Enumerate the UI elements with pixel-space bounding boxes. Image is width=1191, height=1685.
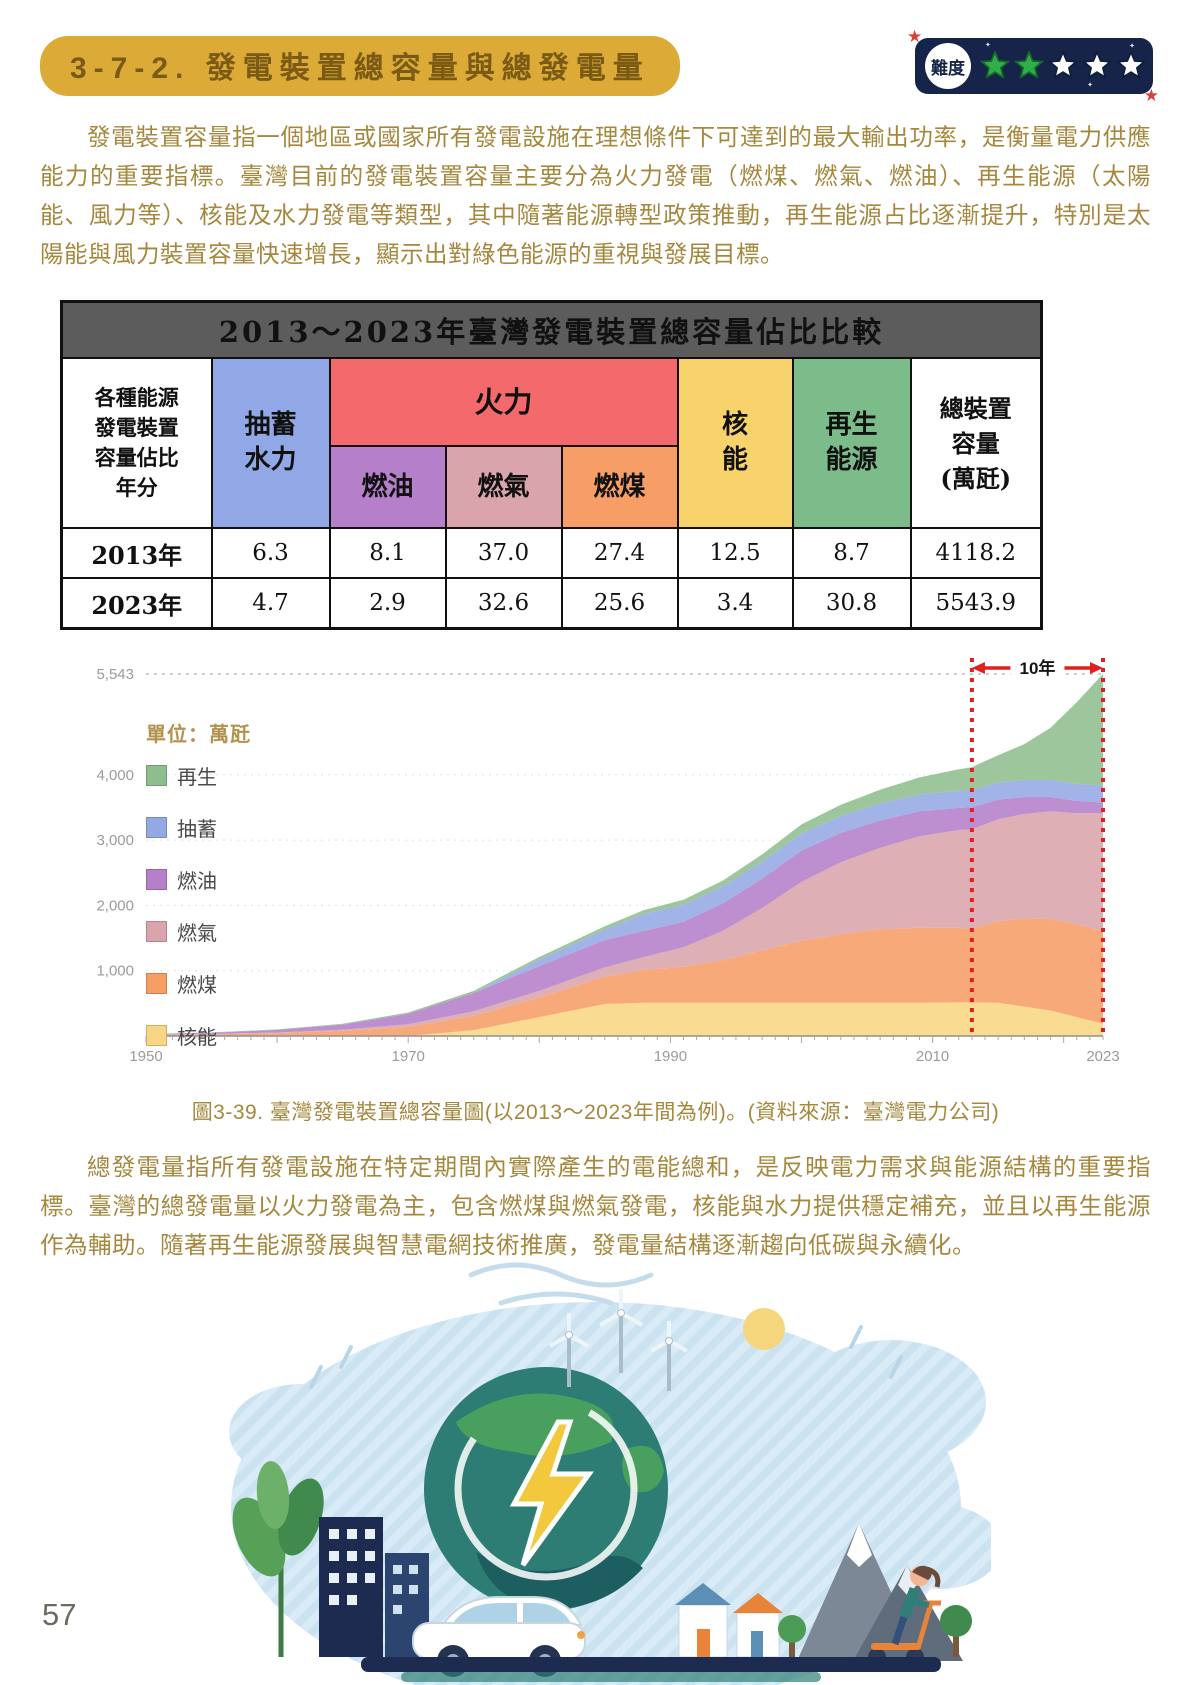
svg-text:1950: 1950 [129,1048,162,1065]
capacity-chart: 5,543 4,000 3,000 2,000 1,000 1950 1970 1990 201… [58,644,1133,1080]
star-empty-icon [1081,50,1113,80]
legend-item: 燃氣 [146,917,251,946]
figure-caption: 圖3-39. 臺灣發電裝置總容量圖(以2013～2023年間為例)。(資料來源：… [191,1101,1000,1124]
column-oil: 燃油 [328,445,447,529]
svg-text:1990: 1990 [654,1048,687,1065]
section-title: 3-7-2. 發電裝置總容量與總發電量 [40,36,680,96]
svg-text:4,000: 4,000 [96,767,134,784]
svg-text:5,543: 5,543 [96,666,134,683]
paragraph-capacity: 發電裝置容量指一個地區或國家所有發電設施在理想條件下可達到的最大輸出功率，是衡量… [40,124,1151,267]
legend-swatch-icon [146,869,167,890]
stacked-area-chart: 5,543 4,000 3,000 2,000 1,000 1950 1970 1990 201… [96,655,1120,1065]
table-corner-header: 各種能源 發電裝置 容量佔比 年分 [60,357,213,529]
svg-text:2,000: 2,000 [96,897,134,914]
legend-item: 抽蓄 [146,813,251,842]
illustration-svg [228,1262,1001,1685]
column-renewable: 再生 能源 [791,357,912,529]
legend-label: 燃油 [177,871,217,893]
difficulty-label: 難度 [925,43,971,89]
illustration-trees [777,1605,972,1659]
legend-item: 燃油 [146,865,251,894]
legend-item: 核能 [146,1021,251,1050]
table-cell-value: 4118.2 [909,527,1043,579]
table-cell-value: 6.3 [210,527,331,579]
illustration-wind-icon [468,1262,653,1306]
sparkle-icon: ✦ [1087,82,1093,89]
legend-swatch-icon [146,817,167,838]
page-header: 3-7-2. 發電裝置總容量與總發電量 ★ ★ ✦ ✦ ✦ 難度 [0,0,1191,104]
section-title-text: 3-7-2. 發電裝置總容量與總發電量 [70,52,650,85]
illustration-ground-accent [400,1672,821,1682]
column-thermal: 火力 [328,357,679,447]
star-decoration-icon: ★ [907,27,923,46]
illustration-houses [674,1583,783,1658]
star-filled-icon [1013,50,1045,80]
legend-label: 再生 [177,767,217,789]
legend-label: 燃煤 [177,975,217,997]
legend-swatch-icon [146,765,167,786]
star-empty-icon [1047,50,1079,80]
star-filled-icon [979,50,1011,80]
chart-legend: 單位：萬瓩 再生抽蓄燃油燃氣燃煤核能 [146,718,251,1073]
difficulty-badge: ★ ★ ✦ ✦ ✦ 難度 [907,28,1159,104]
table-cell-value: 5543.9 [909,577,1043,630]
illustration-buildings [318,1517,429,1657]
table-cell-value: 37.0 [444,527,563,579]
illustration-wind-turbines [548,1289,688,1391]
legend-swatch-icon [146,973,167,994]
star-decoration-icon: ★ [1143,86,1159,105]
legend-label: 燃氣 [177,923,217,945]
legend-swatch-icon [146,921,167,942]
footer-illustration [201,1217,1001,1685]
row-year-label: 2023年 [60,577,213,630]
svg-text:10年: 10年 [1019,658,1055,678]
legend-item: 燃煤 [146,969,251,998]
illustration-plant [232,1461,324,1657]
paragraph-generation: 總發電量指所有發電設施在特定期間內實際產生的電能總和，是反映電力需求與能源結構的… [40,1154,1151,1258]
column-nuclear: 核 能 [676,357,794,529]
svg-text:1970: 1970 [392,1048,425,1065]
table-cell-value: 27.4 [560,527,679,579]
table-cell-value: 3.4 [676,577,794,630]
svg-text:3,000: 3,000 [96,832,134,849]
illustration-car [411,1596,586,1677]
svg-text:2010: 2010 [916,1048,949,1065]
illustration-scooter-rider [867,1565,941,1666]
table-title: 2013～2023年臺灣發電裝置總容量佔比比較 [60,300,1043,359]
table-cell-value: 8.1 [328,527,447,579]
illustration-ground [360,1657,941,1672]
legend-label: 核能 [177,1027,217,1049]
table-row: 2023年 4.7 2.9 32.6 25.6 3.4 30.8 5543.9 [60,577,1043,630]
illustration-sun [742,1308,785,1350]
illustration-rain [308,1325,903,1389]
column-coal: 燃煤 [560,445,679,529]
column-gas: 燃氣 [444,445,563,529]
table-cell-value: 25.6 [560,577,679,630]
sparkle-icon: ✦ [1129,43,1135,50]
legend-label: 抽蓄 [177,819,217,841]
sparkle-icon: ✦ [985,42,991,49]
table-cell-value: 12.5 [676,527,794,579]
table-cell-value: 30.8 [791,577,912,630]
legend-swatch-icon [146,1025,167,1046]
star-empty-icon [1115,50,1147,80]
legend-item: 再生 [146,761,251,790]
svg-text:2023: 2023 [1086,1048,1119,1065]
chart-unit-label: 單位：萬瓩 [146,724,251,746]
page-number: 57 [42,1597,77,1632]
table-cell-value: 8.7 [791,527,912,579]
column-total-capacity: 總裝置 容量 (萬瓩) [909,357,1043,529]
table-row: 2013年 6.3 8.1 37.0 27.4 12.5 8.7 4118.2 [60,527,1043,579]
table-cell-value: 2.9 [328,577,447,630]
row-year-label: 2013年 [60,527,213,579]
column-pumped-hydro: 抽蓄 水力 [210,357,331,529]
capacity-table: 2013～2023年臺灣發電裝置總容量佔比比較 各種能源 發電裝置 容量佔比 年… [60,300,1044,630]
lightning-bolt-icon [509,1419,594,1567]
table-cell-value: 32.6 [444,577,563,630]
svg-text:1,000: 1,000 [96,963,134,980]
table-cell-value: 4.7 [210,577,331,630]
difficulty-stars [979,50,1147,82]
